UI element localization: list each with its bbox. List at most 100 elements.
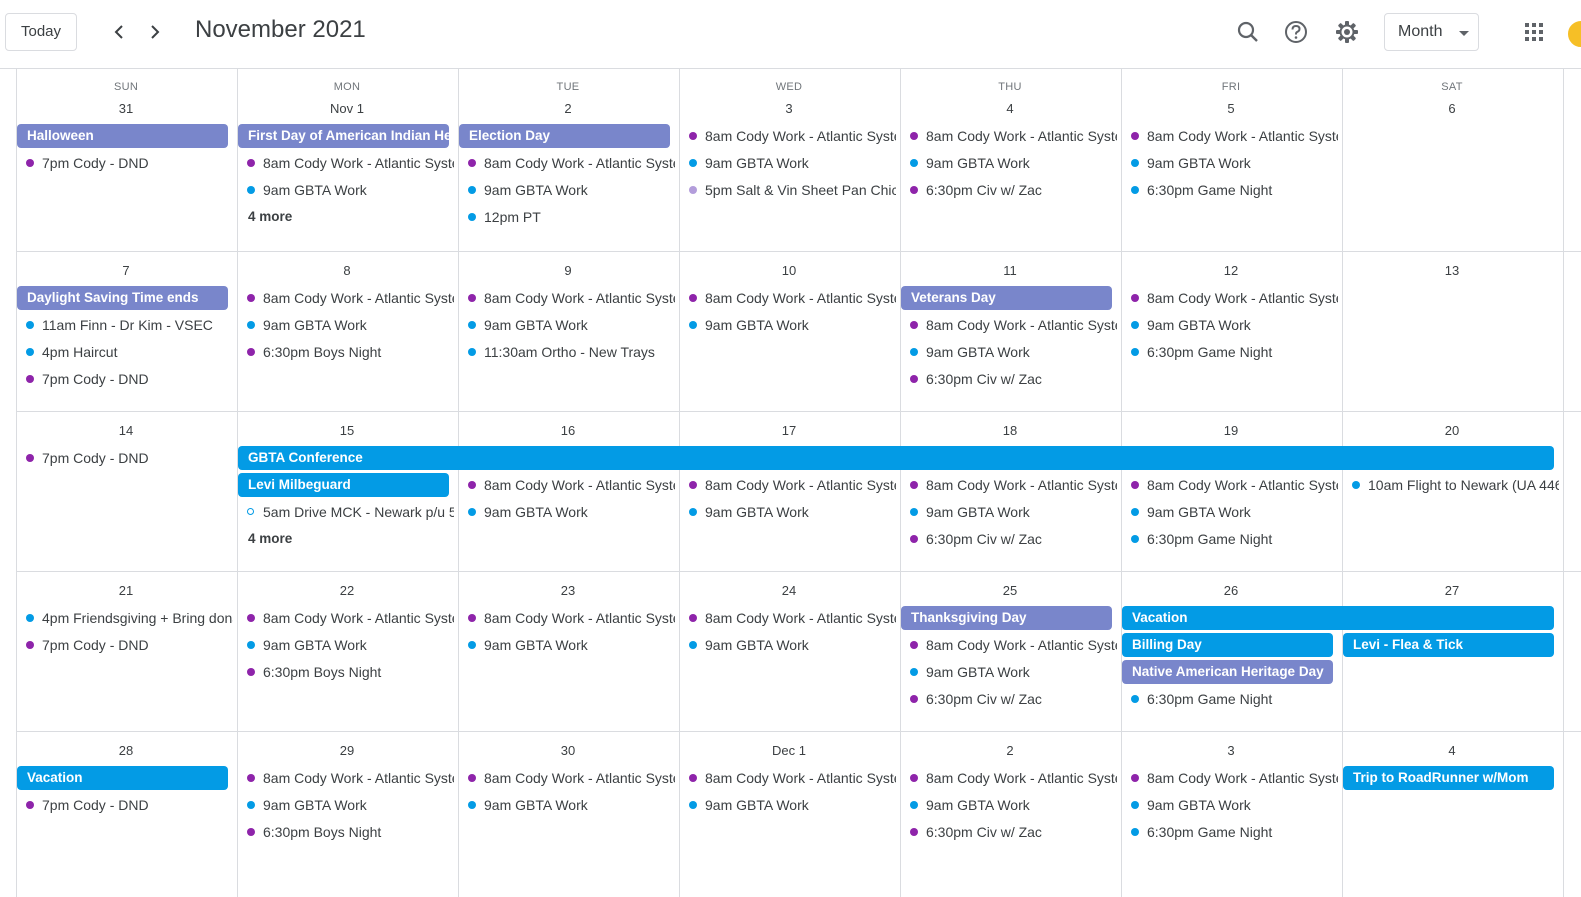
help-icon[interactable] <box>1282 18 1310 46</box>
day-number[interactable]: 8 <box>343 263 351 278</box>
day-number[interactable]: 25 <box>1002 583 1018 598</box>
timed-event[interactable]: 6:30pm Game Night <box>1121 179 1338 201</box>
timed-event[interactable]: 7pm Cody - DND <box>16 634 233 656</box>
timed-event[interactable]: 9am GBTA Work <box>458 314 675 336</box>
timed-event[interactable]: 8am Cody Work - Atlantic System <box>237 607 454 629</box>
timed-event[interactable]: 8am Cody Work - Atlantic System <box>1121 474 1338 496</box>
all-day-event[interactable]: Native American Heritage Day <box>1122 660 1333 684</box>
timed-event[interactable]: 7pm Cody - DND <box>16 794 233 816</box>
day-number[interactable]: 4 <box>1006 101 1014 116</box>
timed-event[interactable]: 9am GBTA Work <box>1121 152 1338 174</box>
timed-event[interactable]: 6:30pm Civ w/ Zac <box>900 528 1117 550</box>
timed-event[interactable]: 9am GBTA Work <box>900 794 1117 816</box>
day-number[interactable]: 3 <box>785 101 793 116</box>
all-day-event[interactable]: GBTA Conference <box>238 446 1554 470</box>
timed-event[interactable]: 9am GBTA Work <box>679 501 896 523</box>
timed-event[interactable]: 8am Cody Work - Atlantic System <box>458 607 675 629</box>
timed-event[interactable]: 10am Flight to Newark (UA 4466) <box>1342 474 1559 496</box>
all-day-event[interactable]: Trip to RoadRunner w/Mom <box>1343 766 1554 790</box>
day-number[interactable]: 24 <box>781 583 797 598</box>
day-number[interactable]: 2 <box>564 101 572 116</box>
timed-event[interactable]: 8am Cody Work - Atlantic System <box>1121 287 1338 309</box>
timed-event[interactable]: 9am GBTA Work <box>458 794 675 816</box>
timed-event[interactable]: 9am GBTA Work <box>237 634 454 656</box>
timed-event[interactable]: 6:30pm Civ w/ Zac <box>900 821 1117 843</box>
timed-event[interactable]: 8am Cody Work - Atlantic System <box>679 125 896 147</box>
timed-event[interactable]: 8am Cody Work - Atlantic System <box>1121 125 1338 147</box>
search-icon[interactable] <box>1234 18 1262 46</box>
timed-event[interactable]: 12pm PT <box>458 206 675 228</box>
timed-event[interactable]: 7pm Cody - DND <box>16 368 233 390</box>
day-number[interactable]: 4 <box>1448 743 1456 758</box>
timed-event[interactable]: 8am Cody Work - Atlantic System <box>679 287 896 309</box>
timed-event[interactable]: 9am GBTA Work <box>900 341 1117 363</box>
timed-event[interactable]: 9am GBTA Work <box>458 179 675 201</box>
timed-event[interactable]: 8am Cody Work - Atlantic System <box>679 767 896 789</box>
day-number[interactable]: 19 <box>1223 423 1239 438</box>
timed-event[interactable]: 5pm Salt & Vin Sheet Pan Chicken <box>679 179 896 201</box>
timed-event[interactable]: 4pm Friendsgiving + Bring donations <box>16 607 233 629</box>
all-day-event[interactable]: Vacation <box>17 766 228 790</box>
day-number[interactable]: 21 <box>118 583 134 598</box>
all-day-event[interactable]: Billing Day <box>1122 633 1333 657</box>
timed-event[interactable]: 9am GBTA Work <box>237 794 454 816</box>
timed-event[interactable]: 8am Cody Work - Atlantic System <box>458 474 675 496</box>
day-number[interactable]: 31 <box>118 101 134 116</box>
timed-event[interactable]: 7pm Cody - DND <box>16 152 233 174</box>
day-number[interactable]: 11 <box>1003 263 1017 278</box>
all-day-event[interactable]: Levi - Flea & Tick <box>1343 633 1554 657</box>
timed-event[interactable]: 11am Finn - Dr Kim - VSEC <box>16 314 233 336</box>
timed-event[interactable]: 6:30pm Civ w/ Zac <box>900 179 1117 201</box>
timed-event[interactable]: 9am GBTA Work <box>458 634 675 656</box>
timed-event[interactable]: 6:30pm Game Night <box>1121 341 1338 363</box>
day-number[interactable]: 13 <box>1444 263 1460 278</box>
chevron-right-icon[interactable] <box>141 18 169 46</box>
day-number[interactable]: Nov 1 <box>330 101 364 116</box>
apps-grid-icon[interactable] <box>1520 18 1548 46</box>
timed-event[interactable]: 5am Drive MCK - Newark p/u 5:30 <box>237 501 454 523</box>
timed-event[interactable]: 9am GBTA Work <box>237 179 454 201</box>
more-events-link[interactable]: 4 more <box>248 209 293 224</box>
timed-event[interactable]: 6:30pm Game Night <box>1121 821 1338 843</box>
timed-event[interactable]: 9am GBTA Work <box>900 661 1117 683</box>
timed-event[interactable]: 9am GBTA Work <box>1121 501 1338 523</box>
day-number[interactable]: 28 <box>118 743 134 758</box>
all-day-event[interactable]: Daylight Saving Time ends <box>17 286 228 310</box>
today-button[interactable]: Today <box>5 13 77 51</box>
day-number[interactable]: 6 <box>1448 101 1456 116</box>
timed-event[interactable]: 8am Cody Work - Atlantic System <box>900 634 1117 656</box>
all-day-event[interactable]: Levi Milbeguard <box>238 473 449 497</box>
all-day-event[interactable]: Vacation <box>1122 606 1554 630</box>
timed-event[interactable]: 9am GBTA Work <box>679 794 896 816</box>
day-number[interactable]: 17 <box>781 423 797 438</box>
day-number[interactable]: 22 <box>339 583 355 598</box>
timed-event[interactable]: 8am Cody Work - Atlantic System <box>237 287 454 309</box>
day-number[interactable]: 18 <box>1002 423 1018 438</box>
chevron-left-icon[interactable] <box>105 18 133 46</box>
timed-event[interactable]: 9am GBTA Work <box>900 501 1117 523</box>
all-day-event[interactable]: Thanksgiving Day <box>901 606 1112 630</box>
gear-icon[interactable] <box>1333 18 1361 46</box>
timed-event[interactable]: 9am GBTA Work <box>679 152 896 174</box>
timed-event[interactable]: 6:30pm Game Night <box>1121 528 1338 550</box>
day-number[interactable]: 9 <box>564 263 572 278</box>
day-number[interactable]: 27 <box>1444 583 1460 598</box>
day-number[interactable]: 7 <box>122 263 130 278</box>
timed-event[interactable]: 6:30pm Boys Night <box>237 661 454 683</box>
day-number[interactable]: 2 <box>1006 743 1014 758</box>
day-number[interactable]: 3 <box>1227 743 1235 758</box>
timed-event[interactable]: 9am GBTA Work <box>900 152 1117 174</box>
timed-event[interactable]: 8am Cody Work - Atlantic System <box>900 474 1117 496</box>
timed-event[interactable]: 7pm Cody - DND <box>16 447 233 469</box>
timed-event[interactable]: 8am Cody Work - Atlantic System <box>900 314 1117 336</box>
timed-event[interactable]: 8am Cody Work - Atlantic System <box>1121 767 1338 789</box>
timed-event[interactable]: 6:30pm Boys Night <box>237 341 454 363</box>
timed-event[interactable]: 11:30am Ortho - New Trays <box>458 341 675 363</box>
avatar[interactable] <box>1566 19 1581 49</box>
all-day-event[interactable]: Veterans Day <box>901 286 1112 310</box>
timed-event[interactable]: 8am Cody Work - Atlantic System <box>900 125 1117 147</box>
timed-event[interactable]: 9am GBTA Work <box>1121 794 1338 816</box>
view-selector[interactable]: Month <box>1384 13 1479 51</box>
timed-event[interactable]: 8am Cody Work - Atlantic System <box>679 474 896 496</box>
day-number[interactable]: 10 <box>781 263 797 278</box>
